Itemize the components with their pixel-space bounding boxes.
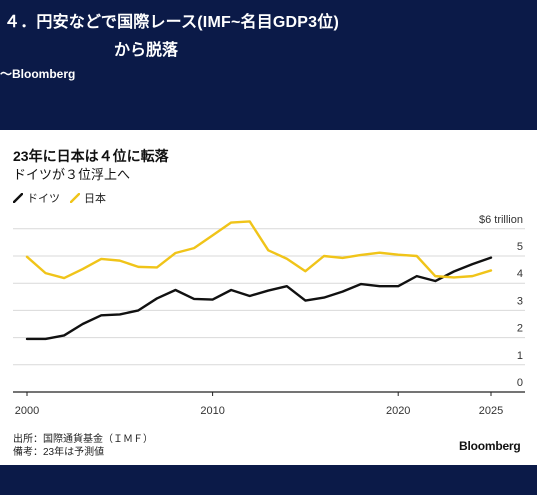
- y-tick-label: 2: [517, 323, 523, 335]
- series-layer: [25, 220, 493, 341]
- headline-source: ～Bloomberg: [0, 67, 76, 81]
- chart-subtitle: ドイツが３位浮上へ: [13, 167, 131, 182]
- x-tick-label: 2010: [200, 405, 224, 417]
- y-tick-label: $6 trillion: [479, 214, 523, 226]
- y-tick-label: 1: [517, 350, 523, 362]
- x-tick-label: 2025: [479, 405, 503, 417]
- legend-item-germany: ドイツ: [13, 190, 60, 206]
- y-tick-label: 3: [517, 295, 523, 307]
- headline-line-2: から脱落: [114, 42, 179, 59]
- chart-panel: [0, 130, 537, 465]
- legend-label-germany: ドイツ: [27, 193, 60, 205]
- header-band: [0, 0, 537, 130]
- footer-source: 出所：国際通貨基金（ＩＭＦ）: [13, 434, 153, 445]
- legend-item-japan: 日本: [70, 190, 106, 206]
- legend-swatch-japan: [70, 193, 80, 203]
- axis-layer: 0 1 2 3 4 5 $6 trillion 2000 2010 2020 2025: [15, 214, 523, 417]
- headline-line-1: ４．円安などで国際レース(IMF~名目GDP3位): [4, 14, 339, 31]
- y-tick-label: 0: [517, 377, 523, 389]
- footer-note: 備考：23年は予測値: [13, 447, 105, 458]
- series-line-germany: [25, 256, 493, 341]
- footer-brand-logo: Bloomberg: [459, 439, 521, 453]
- legend-label-japan: 日本: [84, 193, 106, 205]
- footer-band: [0, 465, 537, 495]
- series-line-japan: [25, 220, 493, 280]
- grid-layer: [13, 228, 525, 393]
- legend-swatch-germany: [13, 193, 23, 203]
- chart-title: 23年に日本は４位に転落: [13, 148, 169, 164]
- x-tick-label: 2000: [15, 405, 39, 417]
- chart-legend: ドイツ 日本: [13, 190, 116, 206]
- x-tick-label: 2020: [386, 405, 410, 417]
- y-tick-label: 4: [517, 268, 523, 280]
- y-tick-label: 5: [517, 241, 523, 253]
